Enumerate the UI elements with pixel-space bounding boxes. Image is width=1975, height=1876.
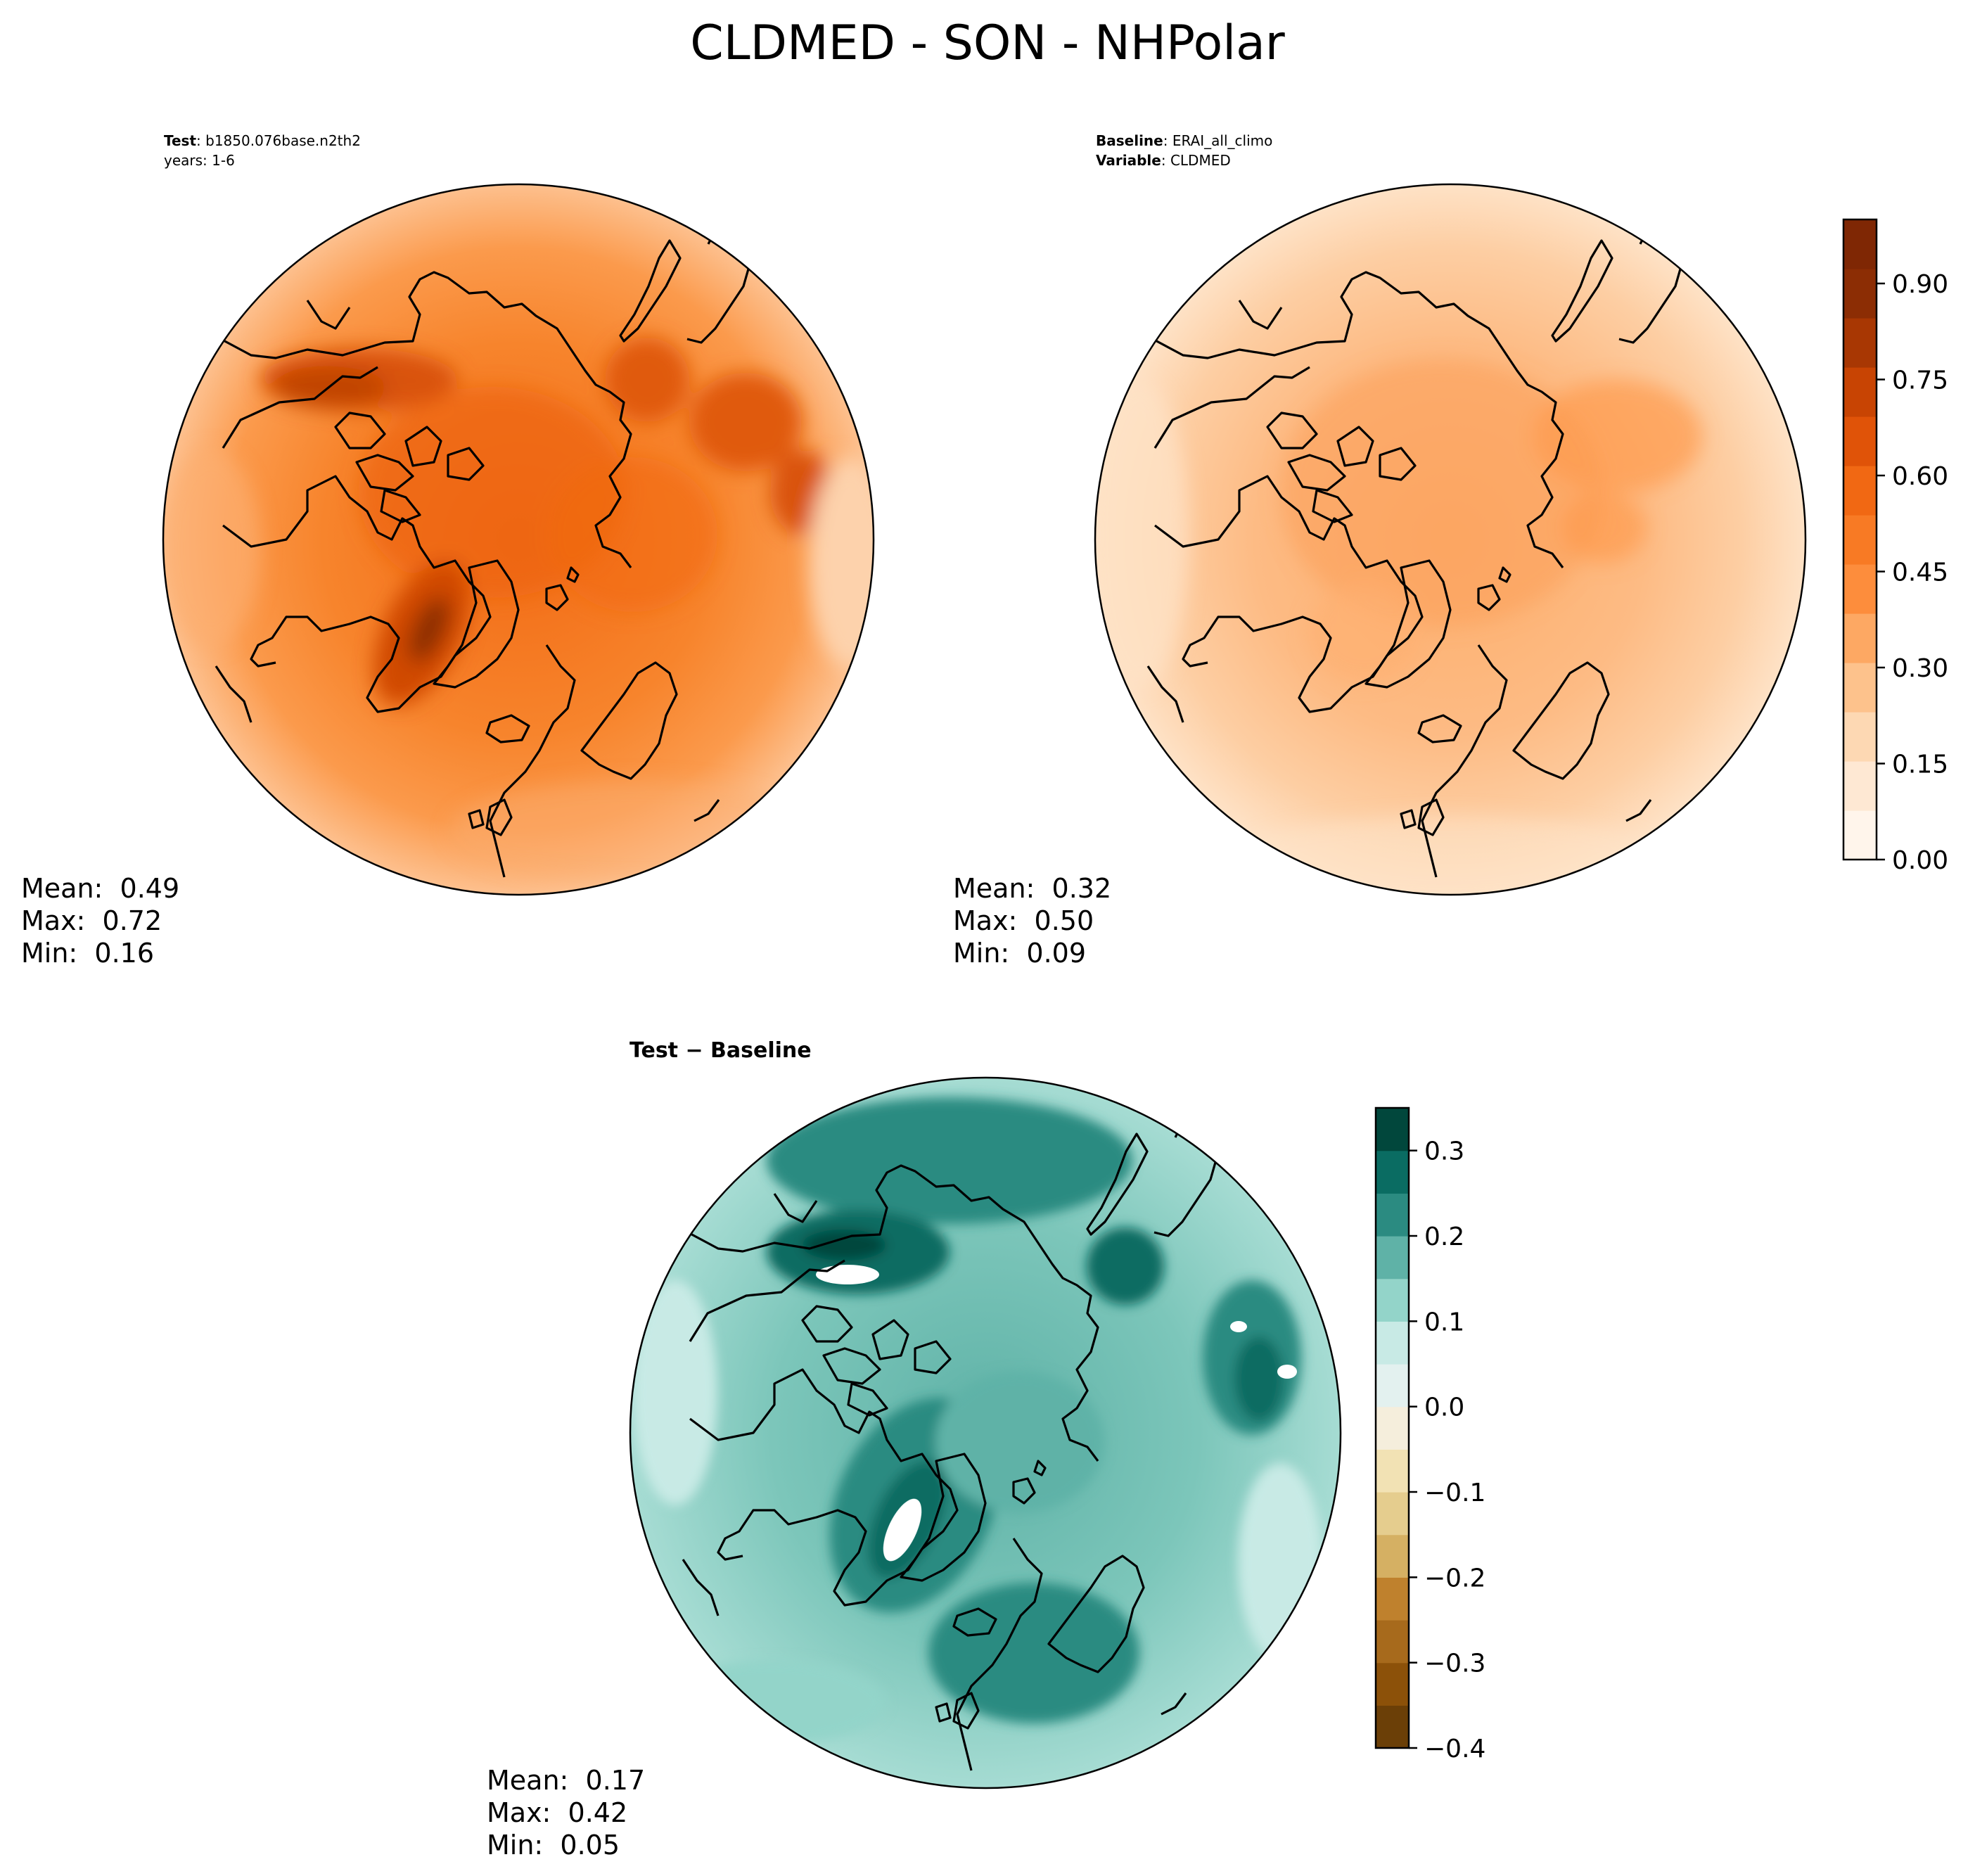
diff-colorbar-tick-label: −0.3: [1424, 1650, 1485, 1678]
diff-mean-value: 0.17: [585, 1765, 646, 1796]
test-header-label: Test: [164, 132, 197, 149]
diff-max-value: 0.42: [568, 1797, 628, 1828]
baseline-mean-value: 0.32: [1052, 873, 1112, 904]
baseline-colorbar-segment: [1843, 466, 1877, 516]
diff-colorbar-segment: [1376, 1534, 1409, 1578]
diff-colorbar-segment: [1376, 1662, 1409, 1706]
test-max-value: 0.72: [102, 905, 162, 936]
baseline-colorbar-segment: [1843, 761, 1877, 811]
baseline-colorbar-segment: [1843, 712, 1877, 762]
test-header: Test: b1850.076base.n2th2 years: 1-6: [164, 132, 361, 169]
diff-panel-title: Test − Baseline: [629, 1038, 812, 1063]
diff-colorbar-tick-label: 0.1: [1424, 1308, 1464, 1336]
baseline-colorbar-tick-label: 0.30: [1892, 654, 1948, 683]
diff-min-label: Min:: [487, 1830, 544, 1861]
baseline-colorbar-segment: [1843, 810, 1877, 860]
baseline-colorbar-segment: [1843, 564, 1877, 614]
diff-mean-label: Mean:: [487, 1765, 569, 1796]
baseline-colorbar-tick-label: 0.90: [1892, 270, 1948, 299]
test-min-label: Min:: [21, 938, 78, 969]
diff-max-label: Max:: [487, 1797, 551, 1828]
baseline-max-label: Max:: [953, 905, 1018, 936]
diff-colorbar-segment: [1376, 1321, 1409, 1365]
baseline-min-label: Min:: [953, 938, 1010, 969]
baseline-map: [1094, 183, 1807, 896]
diff-colorbar-segment: [1376, 1620, 1409, 1664]
baseline-colorbar: 0.00 0.15 0.30 0.45 0.60 0.75 0.90: [1842, 218, 1948, 875]
test-mean-value: 0.49: [120, 873, 180, 904]
baseline-colorbar-tick-label: 0.75: [1892, 366, 1948, 395]
test-header-years: years: 1-6: [164, 152, 235, 169]
diff-colorbar-tick-label: 0.0: [1424, 1393, 1464, 1422]
test-map: [162, 183, 875, 896]
test-max-label: Max:: [21, 905, 86, 936]
diff-stats: Mean: 0.17 Max: 0.42 Min: 0.05: [487, 1764, 645, 1861]
diff-colorbar-segment: [1376, 1278, 1409, 1322]
baseline-colorbar-tick-label: 0.00: [1892, 846, 1948, 875]
diff-map: [629, 1076, 1342, 1789]
baseline-mean-label: Mean:: [953, 873, 1035, 904]
test-min-value: 0.16: [94, 938, 155, 969]
diff-colorbar-frame: [1374, 1106, 1410, 1749]
baseline-colorbar-segment: [1843, 416, 1877, 466]
baseline-colorbar-segment: [1843, 663, 1877, 713]
diff-colorbar-segment: [1376, 1492, 1409, 1536]
baseline-colorbar-segment: [1843, 515, 1877, 565]
diff-colorbar-segment: [1376, 1449, 1409, 1493]
diff-colorbar-segment: [1376, 1364, 1409, 1408]
variable-header-value: CLDMED: [1170, 152, 1231, 169]
test-mean-label: Mean:: [21, 873, 103, 904]
baseline-colorbar-segment: [1843, 219, 1877, 269]
baseline-colorbar-segment: [1843, 318, 1877, 368]
diff-colorbar-segment: [1376, 1705, 1409, 1749]
test-stats: Mean: 0.49 Max: 0.72 Min: 0.16: [21, 872, 179, 969]
variable-header-label: Variable: [1096, 152, 1161, 169]
baseline-header-value: ERAI_all_climo: [1172, 132, 1273, 149]
baseline-colorbar-segment: [1843, 367, 1877, 417]
diff-colorbar-tick-label: −0.1: [1424, 1479, 1485, 1507]
baseline-colorbar-tick-label: 0.45: [1892, 559, 1948, 587]
diff-colorbar: −0.4 −0.3 −0.2 −0.1 0.0 0.1 0.2 0.3: [1374, 1106, 1485, 1763]
baseline-colorbar-tick-label: 0.15: [1892, 751, 1948, 779]
diff-colorbar-segment: [1376, 1150, 1409, 1194]
baseline-header: Baseline: ERAI_all_climo Variable: CLDME…: [1096, 132, 1273, 169]
test-header-value: b1850.076base.n2th2: [205, 132, 361, 149]
diff-colorbar-tick-label: −0.4: [1424, 1735, 1485, 1763]
diff-colorbar-tick-label: −0.2: [1424, 1564, 1485, 1593]
diff-colorbar-segment: [1376, 1193, 1409, 1237]
diff-colorbar-segment: [1376, 1406, 1409, 1450]
diff-colorbar-segment: [1376, 1108, 1409, 1151]
figure-title: CLDMED - SON - NHPolar: [690, 15, 1285, 71]
baseline-min-value: 0.09: [1026, 938, 1087, 969]
diff-colorbar-segment: [1376, 1577, 1409, 1621]
baseline-stats: Mean: 0.32 Max: 0.50 Min: 0.09: [953, 872, 1111, 969]
baseline-max-value: 0.50: [1034, 905, 1094, 936]
diff-colorbar-segment: [1376, 1236, 1409, 1280]
diff-colorbar-tick-label: 0.3: [1424, 1137, 1464, 1166]
baseline-colorbar-segment: [1843, 269, 1877, 319]
baseline-header-label: Baseline: [1096, 132, 1163, 149]
diff-colorbar-tick-label: 0.2: [1424, 1223, 1464, 1251]
baseline-colorbar-segment: [1843, 613, 1877, 663]
baseline-colorbar-tick-label: 0.60: [1892, 462, 1948, 491]
baseline-colorbar-frame: [1842, 218, 1878, 861]
diff-min-value: 0.05: [560, 1830, 620, 1861]
